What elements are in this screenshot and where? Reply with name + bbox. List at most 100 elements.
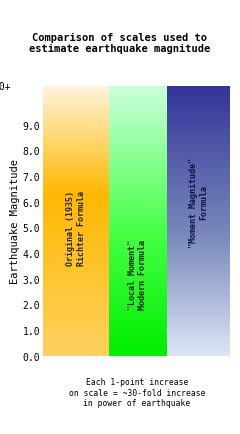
Bar (109, 134, 167, 135)
Bar (109, 124, 167, 125)
Bar (167, 153, 230, 154)
Bar (109, 181, 167, 183)
Bar (43, 327, 109, 328)
Bar (167, 350, 230, 351)
Bar (167, 156, 230, 157)
Bar (167, 157, 230, 158)
Bar (43, 146, 109, 147)
Bar (167, 344, 230, 345)
Bar (109, 94, 167, 95)
Y-axis label: Earthquake Magnitude: Earthquake Magnitude (10, 159, 20, 284)
Bar (109, 152, 167, 153)
Bar (167, 180, 230, 181)
Bar (43, 88, 109, 89)
Bar (43, 258, 109, 259)
Bar (43, 220, 109, 221)
Bar (109, 286, 167, 287)
Bar (109, 195, 167, 196)
Bar (43, 187, 109, 188)
Bar (43, 264, 109, 266)
Bar (167, 208, 230, 209)
Bar (109, 168, 167, 169)
Bar (167, 254, 230, 255)
Bar (109, 270, 167, 271)
Bar (43, 335, 109, 336)
Bar (43, 89, 109, 90)
Bar (167, 172, 230, 173)
Bar (109, 88, 167, 89)
Bar (43, 331, 109, 332)
Bar (167, 308, 230, 309)
Bar (43, 136, 109, 137)
Bar (167, 325, 230, 326)
Bar (43, 115, 109, 116)
Bar (43, 263, 109, 264)
Text: Each 1-point increase
on scale = ~30-fold increase
in power of earthquake: Each 1-point increase on scale = ~30-fol… (69, 378, 205, 408)
Bar (43, 339, 109, 340)
Bar (43, 87, 109, 88)
Bar (43, 215, 109, 216)
Bar (167, 139, 230, 140)
Bar (43, 159, 109, 160)
Bar (43, 154, 109, 155)
Bar (43, 280, 109, 282)
Bar (43, 134, 109, 135)
Bar (43, 161, 109, 162)
Bar (109, 170, 167, 171)
Bar (43, 125, 109, 126)
Bar (109, 243, 167, 244)
Bar (109, 180, 167, 181)
Bar (109, 252, 167, 253)
Bar (167, 135, 230, 136)
Text: Comparison of scales used to
estimate earthquake magnitude: Comparison of scales used to estimate ea… (29, 33, 211, 54)
Bar (43, 259, 109, 260)
Bar (43, 353, 109, 354)
Bar (43, 241, 109, 242)
Bar (109, 305, 167, 306)
Bar (43, 249, 109, 250)
Bar (109, 271, 167, 272)
Bar (167, 151, 230, 152)
Bar (109, 174, 167, 176)
Bar (109, 351, 167, 352)
Bar (43, 170, 109, 171)
Bar (43, 169, 109, 170)
Bar (109, 111, 167, 112)
Bar (109, 295, 167, 296)
Bar (109, 129, 167, 130)
Bar (109, 165, 167, 166)
Bar (109, 128, 167, 129)
Bar (167, 209, 230, 210)
Bar (109, 95, 167, 97)
Bar (167, 253, 230, 254)
Bar (43, 156, 109, 157)
Bar (167, 126, 230, 127)
Bar (109, 326, 167, 327)
Bar (43, 160, 109, 161)
Bar (109, 311, 167, 312)
Bar (167, 95, 230, 97)
Bar (109, 338, 167, 339)
Bar (109, 281, 167, 282)
Bar (167, 250, 230, 251)
Bar (167, 104, 230, 105)
Bar (43, 137, 109, 138)
Bar (109, 233, 167, 234)
Bar (109, 276, 167, 277)
Bar (167, 93, 230, 94)
Bar (43, 293, 109, 295)
Bar (167, 214, 230, 215)
Bar (167, 329, 230, 330)
Bar (167, 285, 230, 286)
Bar (43, 313, 109, 314)
Bar (109, 303, 167, 304)
Bar (109, 288, 167, 289)
Bar (109, 90, 167, 91)
Bar (109, 125, 167, 126)
Bar (167, 281, 230, 282)
Bar (109, 158, 167, 159)
Bar (167, 333, 230, 334)
Bar (43, 219, 109, 220)
Bar (109, 176, 167, 177)
Bar (109, 153, 167, 154)
